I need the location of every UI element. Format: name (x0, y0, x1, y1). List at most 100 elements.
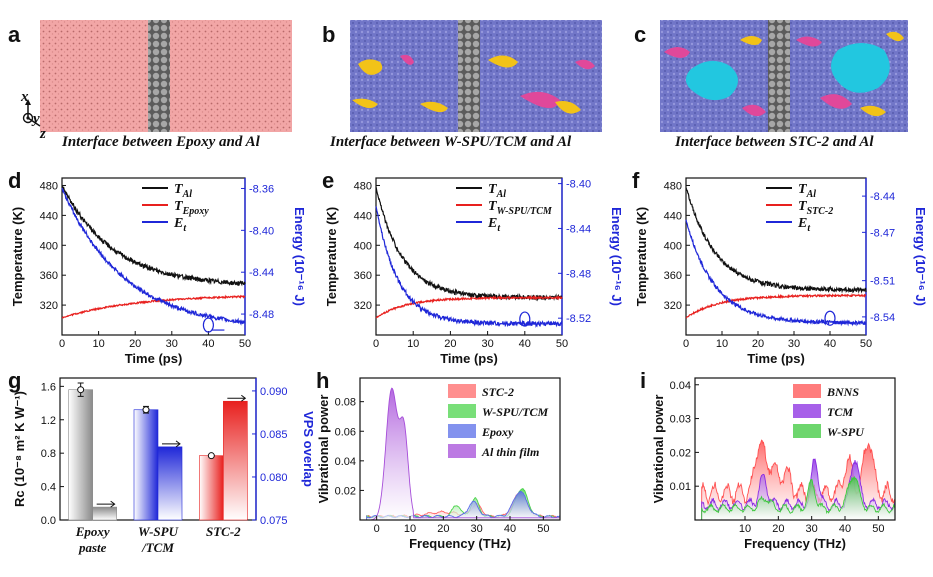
x-axis-title: Time (ps) (125, 351, 183, 366)
x-tick-label: 40 (202, 338, 214, 350)
aluminum-slab (148, 20, 170, 132)
x-tick-label: 10 (716, 338, 728, 350)
y-tick-label: 0.0 (41, 515, 56, 527)
series-line-t-w-spu-tcm (375, 295, 563, 319)
x-tick-label: 0 (374, 523, 380, 535)
legend-swatch (793, 384, 821, 398)
y2-axis-title: Energy (10⁻¹⁶ J) (913, 207, 928, 306)
bnns-flake (831, 43, 890, 93)
y-axis-title: Temperature (K) (324, 207, 339, 306)
category-label: /TCM (141, 540, 174, 555)
y-tick-label: 480 (40, 180, 58, 192)
y-tick-label: 440 (40, 210, 58, 222)
tcm-cluster (575, 59, 595, 70)
y2-tick-label: -8.44 (870, 191, 895, 203)
x-tick-label: 0 (683, 338, 689, 350)
area-w-spu (701, 475, 896, 521)
vps-bar (92, 506, 117, 521)
legend-label: Et (487, 216, 501, 234)
x-tick-label: 10 (92, 338, 104, 350)
legend-label: Et (797, 216, 811, 234)
vps-arrow (96, 500, 116, 508)
y-tick-label: 480 (664, 180, 682, 192)
panel-label-h: h (316, 368, 329, 393)
tcm-cluster (860, 105, 886, 117)
chart-e: e 0 10 20 30 40 50 320 360 400 440 480 Time (ps) Temp… (322, 168, 624, 366)
y-tick-label: 1.2 (41, 415, 56, 427)
legend-label: TSTC-2 (798, 199, 833, 217)
y-tick-label: 480 (354, 180, 372, 192)
y-axis-title: Vibrational power (651, 395, 666, 504)
rc-bar (199, 455, 224, 521)
chart-d: d 0 10 20 30 40 50 320 360 400 440 480 Time (ps) Temp… (8, 168, 307, 366)
bnns-flake (685, 60, 738, 101)
rc-point (77, 386, 85, 394)
y-tick-label: 440 (354, 210, 372, 222)
caption-c: Interface between STC-2 and Al (674, 134, 874, 150)
plot-frame (694, 377, 896, 521)
y2-tick-label: 0.090 (260, 386, 288, 398)
legend-label: TCM (827, 405, 853, 419)
series-line-t-al (375, 186, 563, 302)
y-tick-label: 400 (40, 240, 58, 252)
tcm-cluster (420, 101, 448, 113)
y-tick-label: 0.8 (41, 448, 56, 460)
vps-bar (157, 446, 183, 521)
y-tick-label: 360 (354, 270, 372, 282)
aluminum-slab (768, 20, 790, 132)
y-tick-label: 0.04 (335, 456, 356, 468)
series-line-e-t (685, 219, 867, 327)
panel-label-i: i (640, 368, 646, 393)
epoxy-layer-right (170, 20, 292, 132)
series-line-e-t (375, 206, 563, 328)
series-line-t-epoxy (61, 294, 246, 319)
chart-i: i 10 20 30 40 50 0.01 0.02 0.03 0.04 Frequency (TH… (640, 368, 896, 551)
y2-axis-title: Energy (10⁻¹⁶ J) (609, 207, 624, 306)
axis-y-label: y (31, 111, 40, 127)
energy-marker-ellipse (202, 317, 214, 333)
y-tick-label: 0.4 (41, 482, 56, 494)
tcm-cluster (820, 94, 852, 109)
legend-label: TAl (798, 182, 816, 200)
y2-tick-label: 0.080 (260, 472, 288, 484)
series-line-t-stc-2 (685, 293, 867, 319)
axis-x-label: x (20, 89, 29, 105)
y-axis-title: Temperature (K) (10, 207, 25, 306)
y-tick-label: 0.08 (335, 397, 356, 409)
y-tick-label: 0.03 (670, 414, 691, 426)
panel-label-a: a (8, 22, 21, 47)
x-tick-label: 20 (444, 338, 456, 350)
y-tick-label: 320 (354, 300, 372, 312)
y2-tick-label: 0.085 (260, 429, 288, 441)
series-line-t-al (685, 187, 867, 294)
legend-swatch (793, 424, 821, 438)
panel-b: b Interface between W-SPU/TCM and Al (322, 20, 602, 150)
chart-h: h 0 10 20 30 40 50 0.02 0.04 0.06 0.08 Frequency (T… (316, 368, 561, 551)
x-tick-label: 20 (129, 338, 141, 350)
y2-tick-label: -8.47 (870, 227, 895, 239)
rc-bar (68, 389, 93, 521)
y2-tick-label: -8.54 (870, 312, 895, 324)
y-tick-label: 0.01 (670, 481, 691, 493)
x-tick-label: 10 (404, 523, 416, 535)
y2-axis-title: VPS overlap (301, 411, 316, 487)
panel-label-e: e (322, 168, 334, 193)
rc-bar (133, 409, 159, 521)
epoxy-layer-left (40, 20, 148, 132)
tcm-cluster (555, 101, 581, 114)
energy-marker-ellipse (824, 310, 836, 326)
area-al-thin-film (366, 387, 561, 521)
y-tick-label: 0.06 (335, 426, 356, 438)
legend-label: TAl (488, 182, 506, 200)
y2-tick-label: -8.40 (249, 225, 274, 237)
x-tick-label: 50 (860, 338, 872, 350)
y-tick-label: 0.02 (335, 485, 356, 497)
tcm-cluster (400, 54, 414, 65)
panel-label-b: b (322, 22, 335, 47)
x-axis-title: Time (ps) (747, 351, 805, 366)
x-tick-label: 20 (772, 523, 784, 535)
legend-swatch (448, 444, 476, 458)
x-tick-label: 10 (739, 523, 751, 535)
energy-marker-ellipse (519, 311, 531, 327)
